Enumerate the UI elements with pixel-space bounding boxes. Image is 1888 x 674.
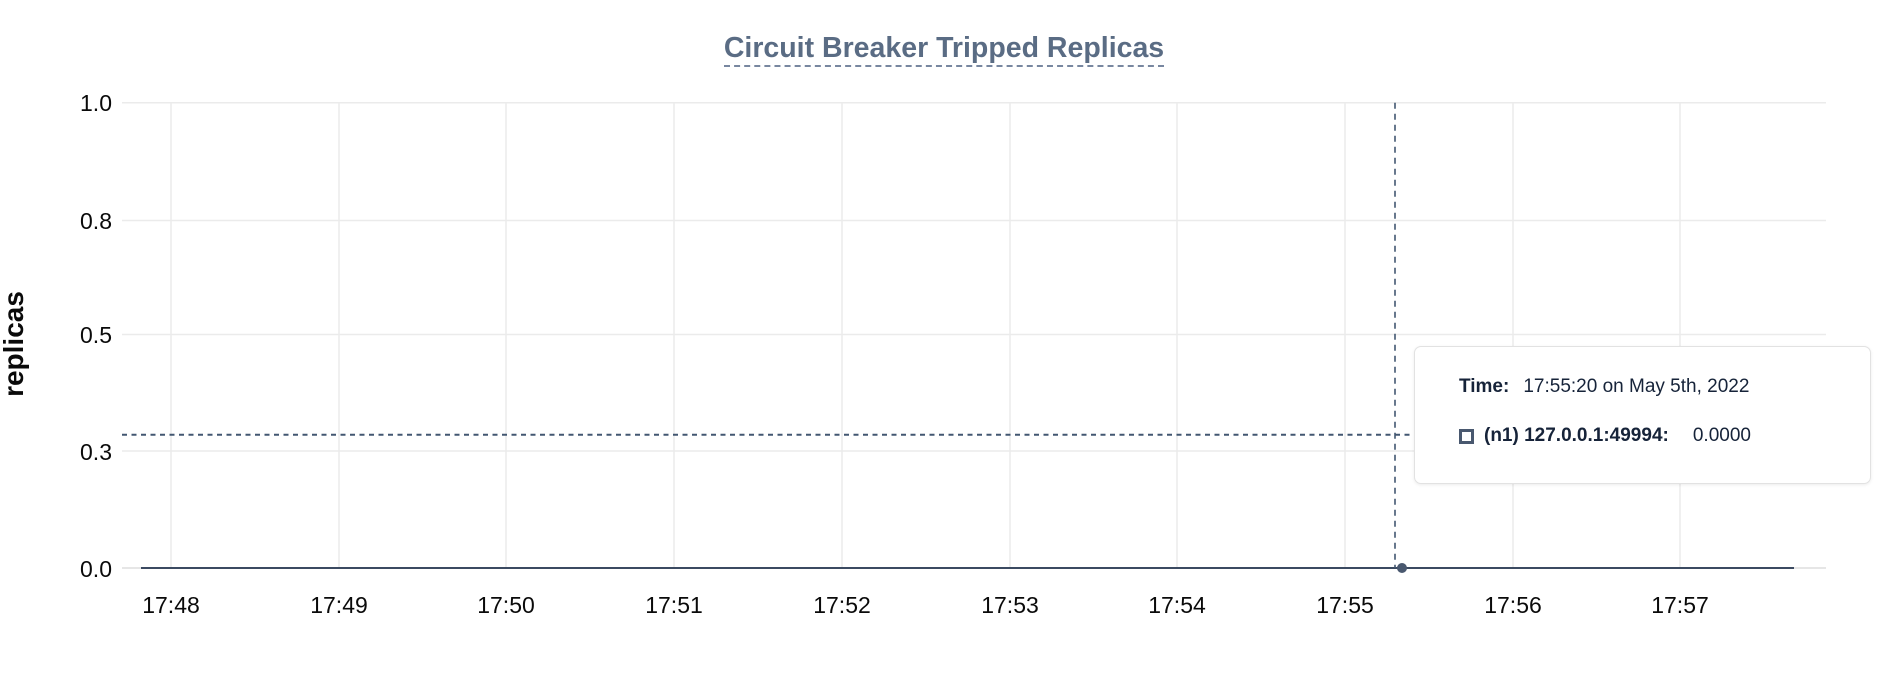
svg-text:1.0: 1.0 bbox=[80, 90, 112, 116]
svg-text:17:52: 17:52 bbox=[813, 592, 871, 618]
svg-text:17:56: 17:56 bbox=[1484, 592, 1542, 618]
svg-text:17:51: 17:51 bbox=[645, 592, 703, 618]
svg-text:17:50: 17:50 bbox=[477, 592, 535, 618]
svg-text:17:57: 17:57 bbox=[1651, 592, 1709, 618]
svg-text:0.3: 0.3 bbox=[80, 439, 112, 465]
svg-text:0.0: 0.0 bbox=[80, 556, 112, 582]
svg-text:17:53: 17:53 bbox=[981, 592, 1039, 618]
svg-text:17:54: 17:54 bbox=[1148, 592, 1206, 618]
svg-text:17:48: 17:48 bbox=[142, 592, 200, 618]
svg-text:17:55: 17:55 bbox=[1316, 592, 1374, 618]
svg-text:0.5: 0.5 bbox=[80, 322, 112, 348]
svg-text:17:49: 17:49 bbox=[310, 592, 368, 618]
svg-text:0.8: 0.8 bbox=[80, 208, 112, 234]
